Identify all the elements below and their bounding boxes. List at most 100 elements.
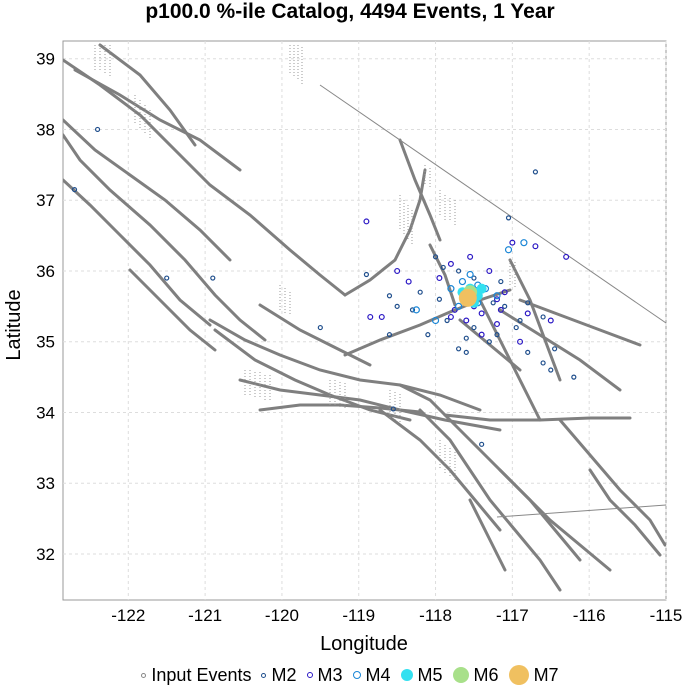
event-point-m3	[494, 321, 501, 328]
event-point-m2	[479, 441, 485, 447]
legend-label: M4	[365, 664, 391, 685]
event-point-m2	[548, 367, 554, 373]
event-point-m2	[444, 317, 450, 324]
event-point-m2	[552, 346, 558, 352]
legend-swatch	[508, 665, 529, 685]
event-point-m2	[394, 303, 400, 309]
event-point-m2	[494, 332, 500, 338]
legend-item: Input Events	[141, 665, 251, 686]
event-point-m2	[317, 324, 323, 331]
event-point-m3	[367, 313, 374, 320]
legend-swatch	[261, 672, 267, 678]
legend-item: M3	[306, 664, 343, 686]
event-point-m4	[431, 316, 440, 325]
x-axis-label: Longitude	[320, 633, 408, 655]
event-point-m2	[505, 215, 512, 221]
y-tick-label: 34	[36, 403, 55, 422]
legend: Input Events M2 M3 M4 M5 M6 M7	[0, 660, 700, 690]
event-point-m3	[501, 289, 508, 296]
event-point-m3	[478, 310, 485, 317]
event-point-m2	[525, 349, 531, 355]
legend-swatch	[400, 669, 413, 681]
event-point-m4	[504, 246, 513, 254]
legend-swatch	[452, 667, 469, 683]
x-tick-label: -118	[419, 606, 452, 625]
fault-hatching	[94, 45, 516, 482]
event-point-m2	[517, 317, 523, 324]
event-point-m2	[463, 335, 469, 341]
event-point-m2	[571, 374, 577, 380]
event-point-m2	[417, 289, 423, 295]
event-point-m3	[394, 267, 401, 274]
event-point-m3	[494, 296, 501, 303]
event-point-m2	[164, 275, 170, 281]
event-point-m4	[458, 277, 467, 286]
grid-lines	[63, 41, 667, 600]
event-point-m2	[432, 254, 439, 260]
plot-background	[62, 40, 667, 601]
event-point-m3	[524, 310, 531, 317]
event-point-m3	[363, 218, 370, 225]
event-point-m4	[454, 302, 463, 310]
event-point-m3	[405, 278, 412, 285]
legend-label: M2	[271, 664, 297, 685]
x-tick-label: -121	[188, 606, 222, 625]
event-point-m3	[486, 267, 493, 274]
y-tick-label: 35	[36, 333, 55, 352]
event-point-m4	[447, 285, 455, 293]
event-point-m3	[447, 260, 454, 267]
fault-lines	[63, 43, 666, 592]
event-point-m2	[386, 332, 393, 338]
event-point-m2	[425, 332, 431, 338]
event-point-m2	[463, 349, 469, 355]
event-point-m2	[513, 324, 519, 331]
event-point-m3	[497, 306, 504, 313]
region-boundary	[319, 84, 666, 518]
event-point-m2	[490, 300, 496, 306]
event-point-m4	[466, 270, 474, 279]
y-tick-label: 38	[36, 120, 55, 139]
event-point-m4	[520, 239, 528, 247]
legend-swatch	[141, 672, 147, 678]
y-tick-label: 37	[36, 191, 55, 210]
event-point-m4	[493, 292, 501, 300]
legend-label: M3	[317, 664, 343, 685]
event-point-m2	[210, 275, 216, 281]
event-point-m2	[502, 303, 508, 309]
event-point-m2	[532, 169, 539, 175]
event-point-m4	[412, 306, 420, 314]
x-tick-label: -120	[265, 606, 299, 625]
legend-label: M7	[533, 664, 559, 685]
event-point-m7	[458, 288, 477, 307]
event-point-m2	[455, 346, 462, 352]
event-point-m3	[509, 239, 516, 246]
event-point-m5	[476, 283, 487, 294]
y-tick-label: 36	[36, 262, 55, 281]
event-point-m2	[540, 314, 546, 320]
event-point-m3	[517, 338, 524, 345]
legend-label: M5	[417, 664, 443, 685]
event-point-m3	[467, 253, 474, 260]
event-point-m2	[436, 296, 442, 302]
event-point-m3	[532, 243, 539, 250]
event-point-m3	[451, 306, 458, 313]
event-point-m2	[525, 300, 531, 306]
earthquake-events	[71, 126, 577, 447]
y-tick-label: 39	[36, 50, 55, 69]
legend-label: M6	[473, 664, 499, 685]
legend-label: Input Events	[151, 664, 252, 685]
event-point-m2	[540, 360, 546, 366]
event-point-m2	[498, 278, 504, 285]
event-point-m3	[563, 253, 570, 260]
event-point-m2	[386, 293, 393, 299]
event-point-m2	[94, 126, 101, 133]
event-point-m3	[547, 317, 554, 324]
event-point-m2	[440, 264, 446, 271]
event-point-m2	[455, 268, 462, 274]
event-point-m2	[471, 324, 477, 331]
event-point-m2	[390, 406, 396, 412]
x-tick-label: -119	[342, 606, 375, 625]
legend-item: M2	[261, 664, 297, 686]
event-point-m2	[363, 271, 370, 278]
event-point-m3	[378, 313, 385, 320]
